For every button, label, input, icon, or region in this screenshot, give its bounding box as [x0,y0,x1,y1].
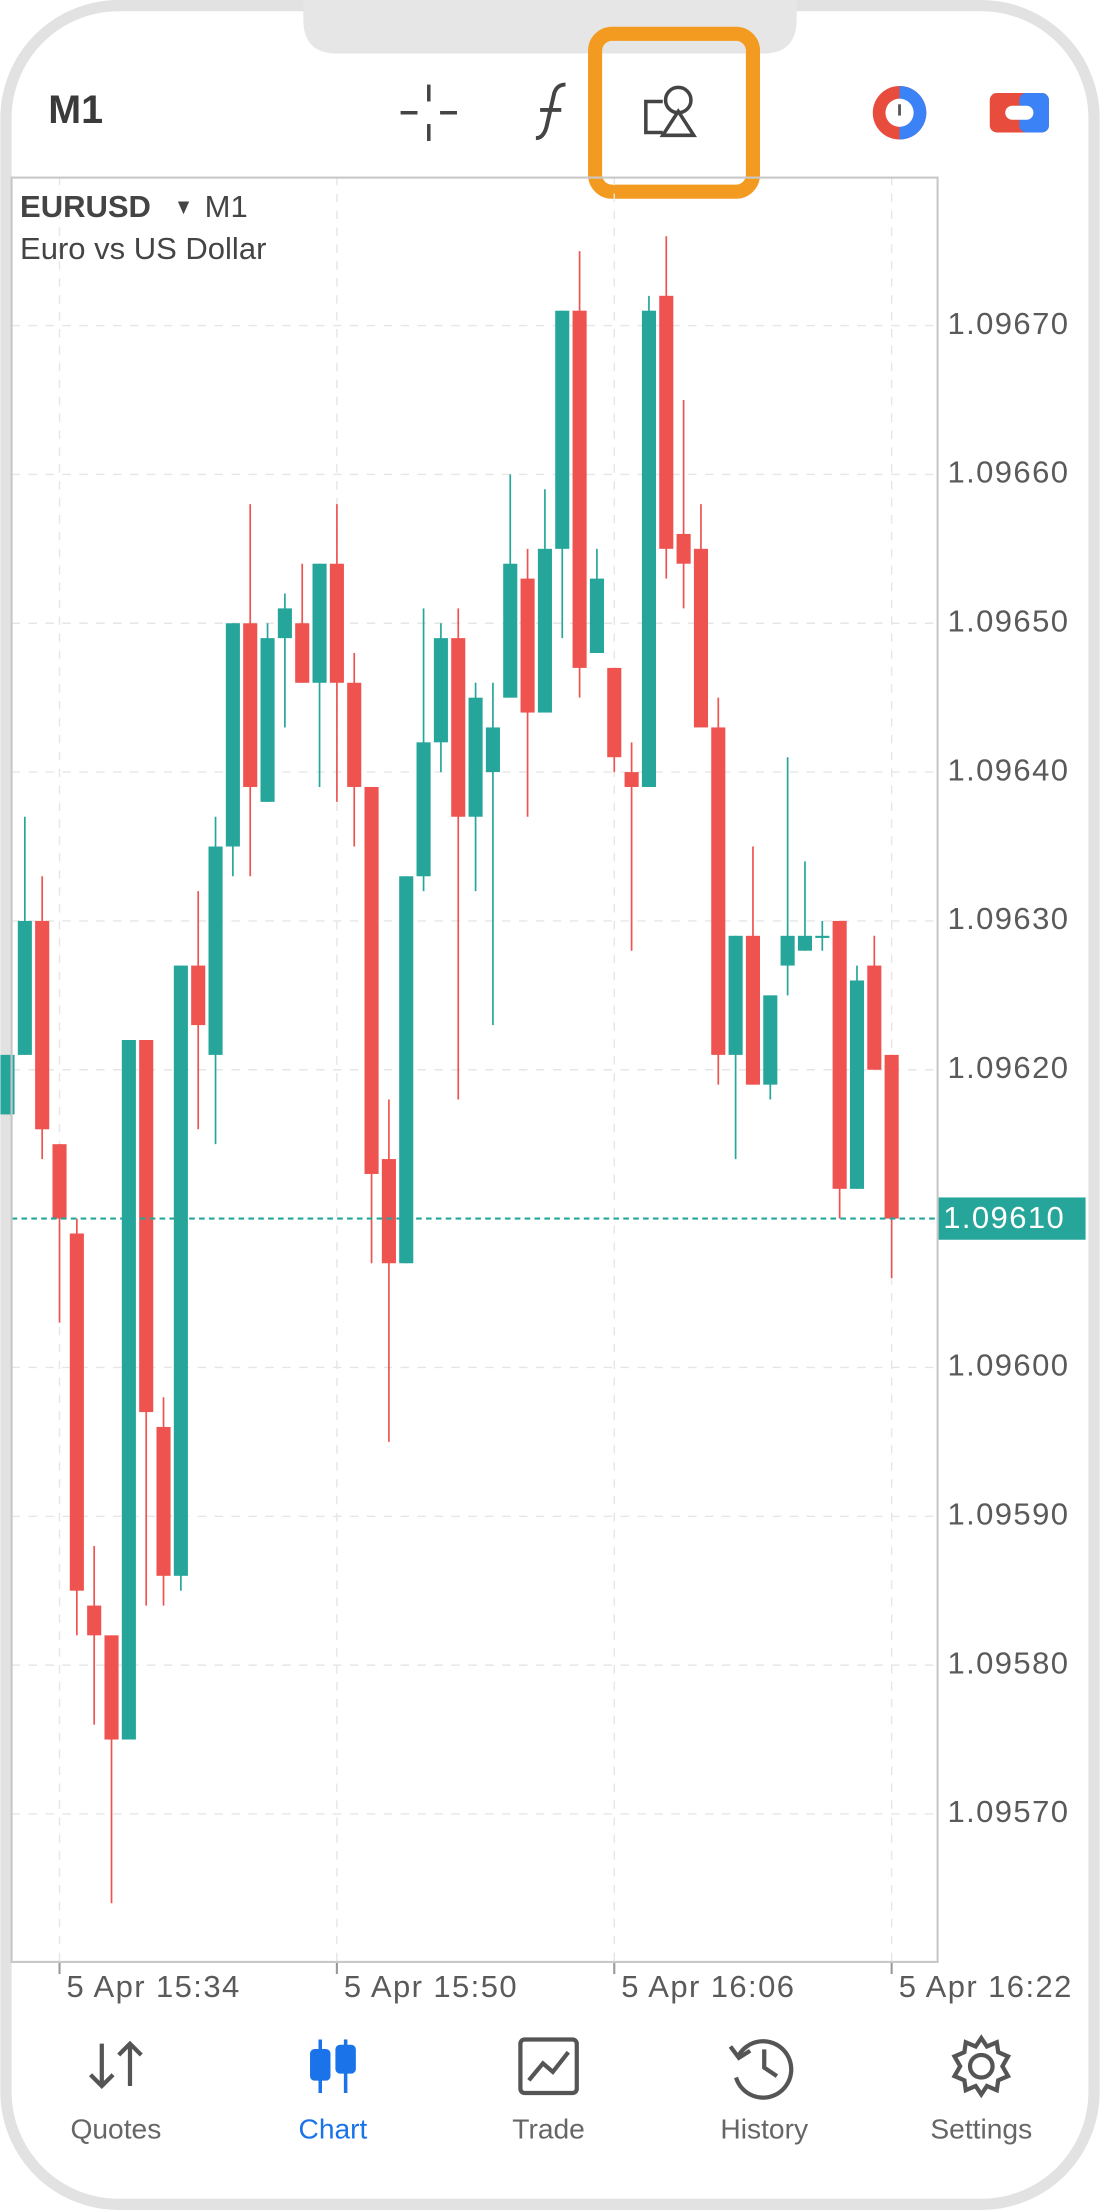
candle-body [381,1159,396,1264]
trade-icon[interactable] [989,93,1049,133]
timeframe-button[interactable]: M1 [48,88,103,132]
crosshair-icon[interactable] [400,84,457,141]
candle-body [277,608,292,639]
symbol-dropdown[interactable] [177,201,190,215]
y-tick-label: 1.09570 [947,1794,1069,1829]
candle-body [69,1233,84,1591]
candle-body [884,1054,899,1219]
candle-body [555,310,570,549]
y-tick-label: 1.09580 [947,1645,1069,1680]
candle-body [208,846,223,1055]
x-tick-label: 5 Apr 15:50 [344,1969,518,2004]
candle-body [156,1426,171,1576]
candle-body [520,578,535,713]
candle-body [52,1144,67,1219]
candle-body [87,1605,102,1636]
symbol[interactable]: EURUSD [20,189,151,224]
y-tick-label: 1.09590 [947,1496,1069,1531]
plot-border [10,176,939,1963]
candle-body [104,1635,119,1740]
candle-body [815,935,830,938]
candle-body [416,742,431,877]
candle-body [139,1039,154,1413]
candle-body [607,667,622,758]
tab-bar [89,2034,1012,2100]
candle-body [191,965,206,1026]
candle-body [312,563,327,683]
candle-body [589,578,604,654]
candle-body [537,548,552,713]
candle-body [17,920,32,1055]
x-tick-label: 5 Apr 16:06 [621,1969,795,2004]
candle-body [347,682,362,787]
x-tick-label: 5 Apr 15:34 [67,1969,241,2004]
candle-body [849,980,865,1189]
y-tick-label: 1.09600 [947,1348,1069,1383]
current-price-label: 1.09610 [943,1200,1065,1235]
candle-body [433,638,448,743]
tab-label[interactable]: Trade [512,2113,585,2145]
candle-body [121,1039,136,1740]
settings-icon[interactable] [951,2034,1012,2099]
candle-body [364,786,379,1174]
tab-label[interactable]: Quotes [70,2113,161,2145]
candle-body [867,965,882,1070]
y-tick-label: 1.09670 [947,306,1069,341]
y-tick-label: 1.09640 [947,752,1069,787]
candle-body [173,965,188,1576]
candle-body [641,310,656,787]
candle-body [832,920,847,1189]
candle-body [572,310,587,668]
candle-body [711,727,726,1055]
candle-body [780,935,795,966]
candle-body [624,772,639,787]
candle-body [225,623,240,847]
highlight-box [588,26,761,199]
candle-body [728,935,743,1055]
chart: 1.09570 1.09580 1.09590 1.09600 1.09620 1.096… [0,176,1086,2004]
objects-icon[interactable] [644,85,698,138]
current-price-badge [937,1197,1086,1240]
candle-body [503,563,518,698]
candle-body [468,697,483,817]
candle-body [35,920,50,1130]
symbol-description: Euro vs US Dollar [20,231,266,266]
candle-body [260,638,275,802]
candle-body [763,995,778,1085]
indicators-icon[interactable] [535,82,566,141]
chart-timeframe: M1 [205,189,248,224]
candle-body [745,935,761,1085]
y-tick-label: 1.09650 [947,603,1069,638]
x-tick-label: 5 Apr 16:22 [899,1969,1073,2004]
account-icon[interactable] [872,85,927,140]
trade-tab-icon[interactable] [518,2037,579,2096]
candle-body [451,638,466,817]
history-icon[interactable] [728,2039,794,2100]
candle-body [243,623,258,787]
candle-body [676,533,691,564]
tab-label[interactable]: History [720,2113,809,2145]
y-tick-label: 1.09630 [947,901,1069,936]
candle-body [659,295,674,549]
candle-body [485,727,500,773]
candle-body [295,623,310,683]
candle-body [329,563,344,683]
y-tick-label: 1.09620 [947,1050,1069,1085]
tab-label[interactable]: Chart [299,2113,368,2145]
candle-body [693,548,708,728]
quotes-icon[interactable] [89,2040,143,2089]
tab-label[interactable]: Settings [930,2113,1032,2145]
y-tick-label: 1.09660 [947,455,1069,490]
chart-icon[interactable] [310,2039,356,2094]
candle-body [399,876,414,1264]
candle-body [797,935,813,951]
